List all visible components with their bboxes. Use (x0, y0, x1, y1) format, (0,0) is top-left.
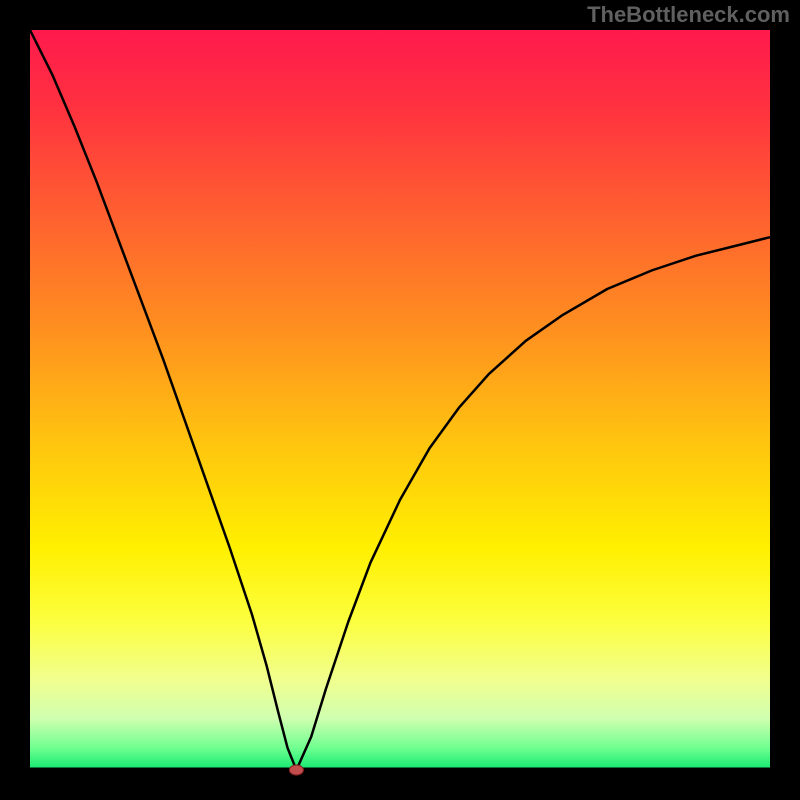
optimal-point-marker (289, 765, 303, 775)
chart-container: TheBottleneck.com (0, 0, 800, 800)
chart-svg (0, 0, 800, 800)
plot-area (30, 30, 770, 770)
watermark-text: TheBottleneck.com (587, 2, 790, 28)
